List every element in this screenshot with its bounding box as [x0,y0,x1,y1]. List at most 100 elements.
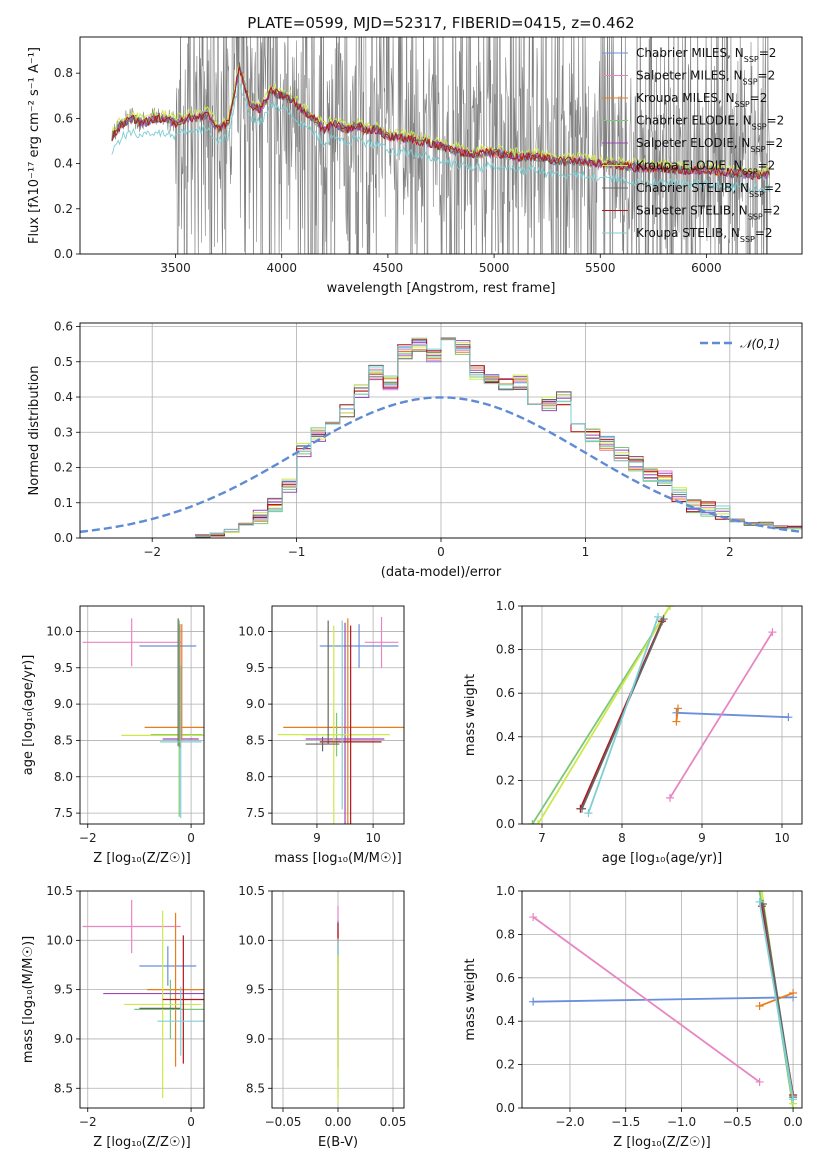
legend-entry: Kroupa MILES, NSSP=2 [636,91,767,109]
y-tick-label: 0.0 [496,817,515,831]
axes-frame [79,890,205,1109]
x-tick-label: 4500 [373,261,404,275]
plus-marker [789,988,798,997]
axes-frame [271,605,405,825]
histogram-series-6 [181,338,802,538]
y-tick-label: 0.2 [496,1058,515,1072]
x-tick-label: −1.0 [667,1115,696,1129]
x-tick-label: 9 [698,831,706,845]
plus-marker [529,913,538,922]
legend-name: Salpeter MILES, N [636,69,743,83]
y-tick-label: 9.5 [54,661,73,675]
legend-sub: SSP [743,77,758,86]
observed-spectrum [111,37,771,254]
y-tick-label: 0.0 [496,1101,515,1115]
y-tick-label: 8.5 [54,733,73,747]
legend-suffix: =2 [750,91,768,105]
y-axis-label: mass [log₁₀(M/M☉)] [21,936,36,1063]
legend-name: Salpeter ELODIE, N [636,136,750,150]
axes-frame [271,890,405,1109]
y-tick-label: 8.5 [246,1081,265,1095]
x-tick-label: 7 [538,831,546,845]
x-tick-label: −0.5 [723,1115,752,1129]
histogram-series-2 [181,337,802,538]
y-tick-label: 0.4 [54,157,73,171]
model-spectrum-7 [111,66,770,181]
y-tick-label: 7.5 [54,806,73,820]
x-tick-label: −2 [79,1115,97,1129]
plus-marker [584,809,593,818]
x-axis-label: Z [log₁₀(Z/Z☉)] [613,1135,710,1150]
y-tick-label: 0.8 [496,927,515,941]
plus-marker [672,717,681,726]
y-tick-label: 10.0 [238,933,265,947]
y-axis-label: age [log₁₀(age/yr)] [21,655,36,776]
legend-entry: Chabrier STELIB, NSSP=2 [636,181,782,199]
histogram-series-1 [181,337,802,538]
errorbar-point [134,979,204,1039]
y-tick-label: 1.0 [496,884,515,898]
axes-frame [79,322,803,539]
plus-marker [784,713,793,722]
axes-frame [79,36,803,255]
model-spectrum-8 [111,82,770,194]
legend-name: Chabrier STELIB, N [636,181,749,195]
errorbar-point [319,625,382,824]
legend-sub: SSP [740,235,755,244]
x-axis-label: Z [log₁₀(Z/Z☉)] [93,1135,190,1150]
plus-marker [666,606,674,610]
axes-frame [521,605,803,825]
weight-line [587,616,659,814]
legend-entry: Salpeter MILES, NSSP=2 [636,69,775,87]
errorbar-point [305,736,340,752]
x-tick-label: 2 [726,545,734,559]
plus-marker [534,820,542,824]
y-tick-label: 0.4 [54,390,73,404]
x-tick-label: 10 [774,831,789,845]
legend-suffix: =2 [759,46,777,60]
x-tick-label: 5000 [479,261,510,275]
weight-vs-Z-plot-area [529,891,798,1108]
legend-entry: Chabrier MILES, NSSP=2 [636,46,776,64]
y-tick-label: 0.0 [54,531,73,545]
y-tick-label: 0.1 [54,496,73,510]
weight-vs-age-plot-area [528,606,793,824]
legend-sub: SSP [750,145,765,154]
y-tick-label: 9.5 [246,983,265,997]
y-tick-label: 9.0 [246,697,265,711]
legend-sub: SSP [744,55,759,64]
y-tick-label: 9.0 [54,697,73,711]
legend-name: Kroupa ELODIE, N [636,159,743,173]
x-axis-label: Z [log₁₀(Z/Z☉)] [93,851,190,866]
legend-name: Salpeter STELIB, N [636,204,748,218]
y-tick-label: 0.6 [496,686,515,700]
errorbar-point [305,622,385,824]
y-tick-label: 0.8 [54,66,73,80]
y-tick-label: 9.0 [246,1032,265,1046]
x-tick-label: 6000 [691,261,722,275]
x-tick-label: 3500 [160,261,191,275]
y-tick-label: 7.5 [246,806,265,820]
x-tick-label: 0.05 [380,1115,407,1129]
y-tick-label: 0.4 [496,1014,515,1028]
legend-sub: SSP [743,167,758,176]
y-tick-label: 8.5 [246,733,265,747]
legend-sub: SSP [752,122,767,131]
x-tick-label: −2.0 [555,1115,584,1129]
errorbar-point [277,625,390,824]
histogram-series-5 [181,338,802,538]
gaussian-curve [80,396,800,533]
errorbar-point [147,912,204,1067]
axes-frame [521,890,803,1109]
y-tick-label: 10.5 [238,884,265,898]
y-tick-label: 0.6 [54,320,73,334]
y-tick-label: 10.0 [238,624,265,638]
legend-suffix: =2 [765,136,783,150]
y-axis-label: Normed distribution [27,366,42,496]
plus-marker [659,615,668,624]
y-tick-label: 10.5 [46,884,73,898]
x-axis-label: wavelength [Angstrom, rest frame] [327,281,556,296]
y-tick-label: 0.0 [54,247,73,261]
x-tick-label: 9 [313,831,321,845]
legend-suffix: =2 [764,181,782,195]
